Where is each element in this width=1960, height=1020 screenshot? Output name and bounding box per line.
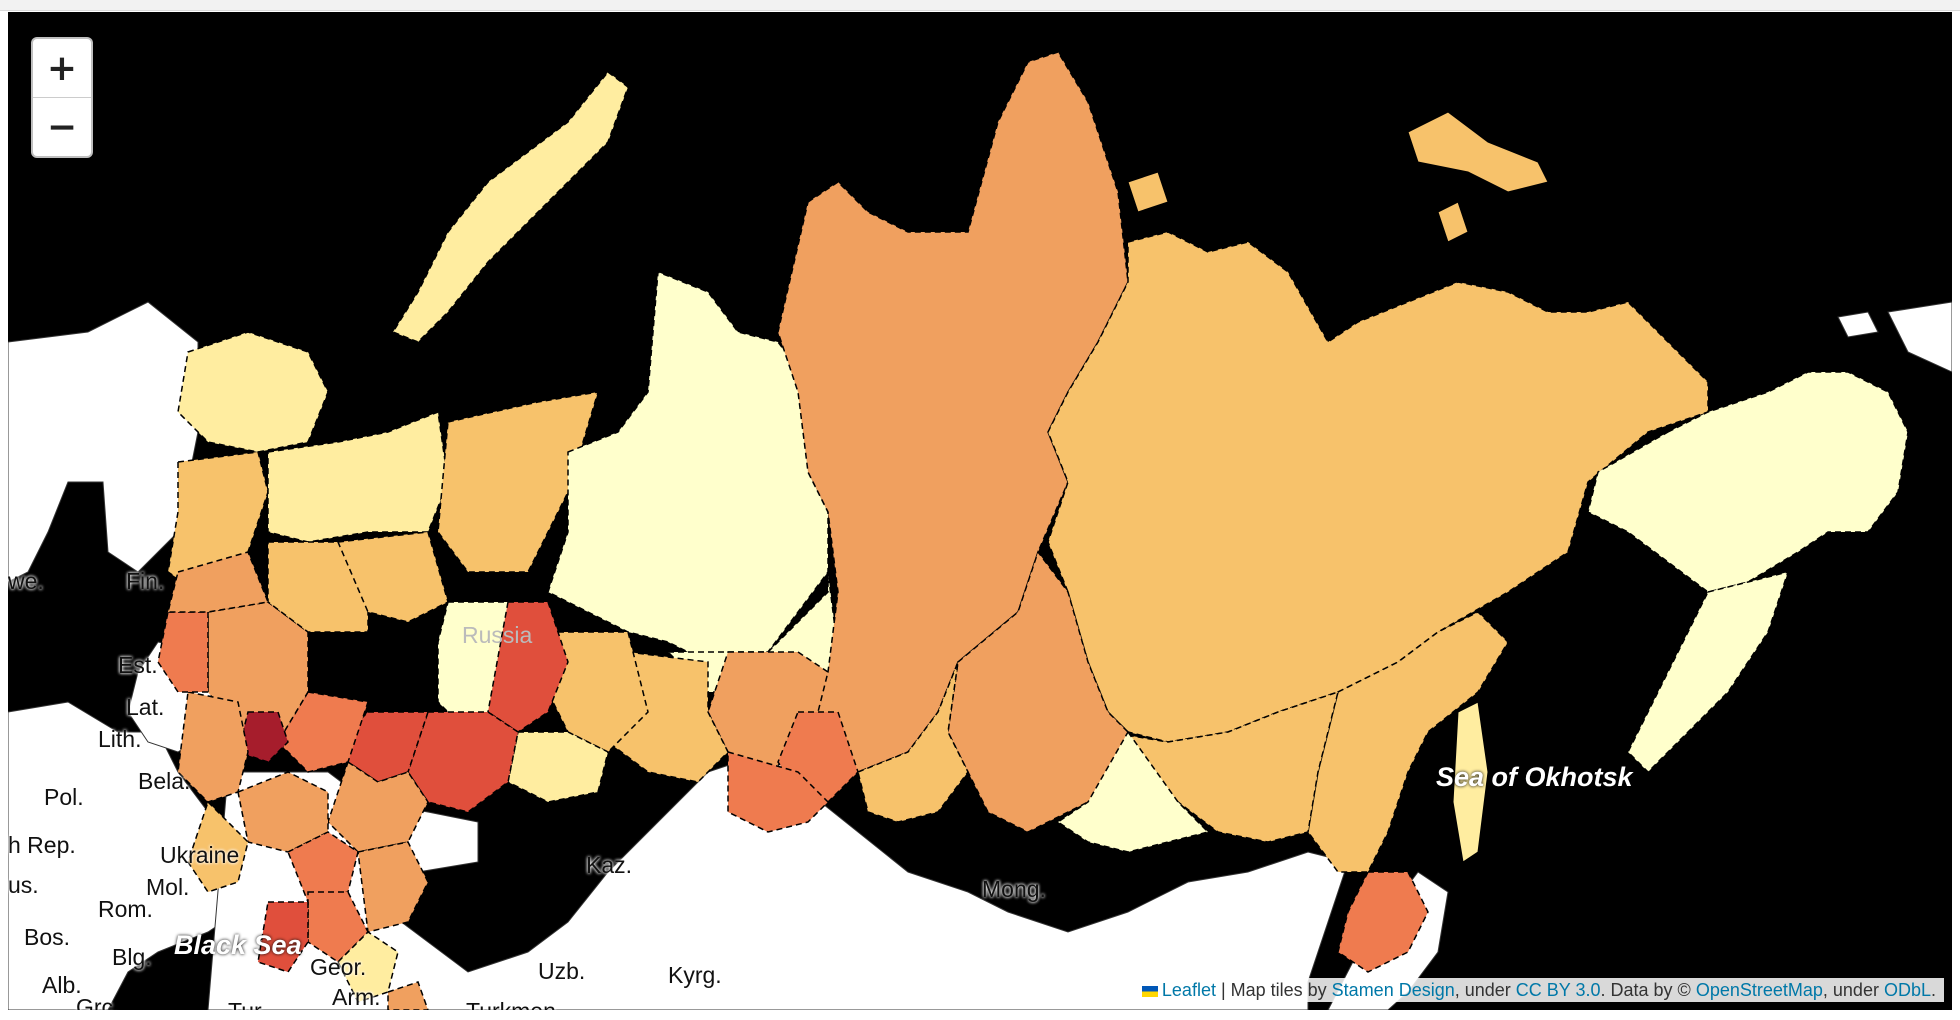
label-bosnia: Bos. xyxy=(24,924,71,950)
landmass-small-island xyxy=(1837,311,1879,338)
region-south-3 xyxy=(387,981,429,1010)
island-new-siberian xyxy=(1407,111,1549,193)
label-black-sea: Black Sea xyxy=(174,930,302,960)
attribution-separator: | Map tiles by xyxy=(1215,980,1332,1000)
region-krasnoyarsk xyxy=(777,51,1129,773)
label-kyrgyzstan: Kyrg. xyxy=(668,962,722,988)
region-novaya-zemlya xyxy=(391,70,629,343)
region-central-3 xyxy=(336,531,449,623)
region-south-2 xyxy=(337,931,399,1003)
map-container[interactable]: + − we. Fin. Russia Est. Lat. Lith. Pol.… xyxy=(8,12,1952,1010)
island-small-2 xyxy=(1127,171,1169,213)
label-estonia: Est. xyxy=(118,652,158,678)
region-khabarovsk xyxy=(1307,611,1509,873)
region-komi xyxy=(437,391,600,573)
arctic-islands-layer xyxy=(1127,111,1549,243)
region-zabaykalsky xyxy=(1056,730,1210,853)
label-poland: Pol. xyxy=(44,784,84,810)
label-ukraine: Ukraine xyxy=(160,842,240,868)
label-kazakhstan: Kaz. xyxy=(586,852,633,878)
island-small xyxy=(1437,201,1469,243)
label-lithuania: Lith. xyxy=(98,726,142,752)
label-belarus: Bela. xyxy=(138,768,191,794)
attribution-end: . xyxy=(1930,980,1936,1000)
zoom-in-button[interactable]: + xyxy=(46,47,78,89)
label-finland: Fin. xyxy=(126,568,165,594)
region-tyumen xyxy=(547,631,649,753)
map-attribution: Leaflet | Map tiles by Stamen Design, un… xyxy=(1133,978,1944,1002)
zoom-out-button[interactable]: − xyxy=(33,97,91,156)
region-moscow xyxy=(237,711,289,763)
label-bulgaria: Blg. xyxy=(112,944,152,970)
osm-link[interactable]: OpenStreetMap xyxy=(1695,980,1823,1000)
attribution-under-2: , under xyxy=(1822,980,1884,1000)
region-altai xyxy=(727,751,830,833)
page-top-bar xyxy=(0,0,1960,11)
label-turkey: Tur. xyxy=(228,998,267,1010)
label-greece: Grc. xyxy=(76,994,120,1010)
map-svg[interactable] xyxy=(8,12,1952,1010)
label-czech: h Rep. xyxy=(8,832,76,858)
region-volgograd xyxy=(357,841,429,933)
region-leningrad xyxy=(167,551,270,613)
region-sakha xyxy=(1047,231,1709,743)
label-armenia: Arm. xyxy=(332,984,381,1010)
label-romania: Rom. xyxy=(98,896,153,922)
region-krasnodar xyxy=(257,901,309,973)
region-chukotka xyxy=(1587,371,1909,593)
label-sea-of-okhotsk: Sea of Okhotsk xyxy=(1436,762,1633,792)
label-georgia: Geor. xyxy=(310,954,367,980)
region-primorsky xyxy=(1337,871,1429,973)
label-albania: Alb. xyxy=(42,972,82,998)
region-volga-2 xyxy=(327,760,429,853)
region-central-6 xyxy=(187,800,249,893)
label-turkmenistan: Turkmen. xyxy=(466,998,562,1010)
leaflet-link[interactable]: Leaflet xyxy=(1161,980,1216,1000)
label-austria: us. xyxy=(8,872,39,898)
landmass-alaska xyxy=(1887,301,1952,373)
landmass-scandinavia xyxy=(8,301,199,583)
region-karelia xyxy=(167,451,269,593)
label-russia: Russia xyxy=(462,622,533,648)
label-sweden: we. xyxy=(8,568,44,594)
region-kamchatka xyxy=(1627,570,1790,774)
region-murmansk xyxy=(177,331,329,453)
region-central-7 xyxy=(287,831,359,903)
attribution-data-by: . Data by © xyxy=(1600,980,1696,1000)
region-volga-1 xyxy=(277,691,369,773)
label-mongolia: Mong. xyxy=(982,876,1046,902)
russia-regions-layer xyxy=(157,51,1909,1010)
stamen-link[interactable]: Stamen Design xyxy=(1331,980,1455,1000)
region-arkhangelsk xyxy=(267,410,449,543)
ukraine-flag-icon xyxy=(1141,986,1158,997)
odbl-link[interactable]: ODbL xyxy=(1883,980,1931,1000)
zoom-control: + − xyxy=(31,37,93,158)
region-sakhalin xyxy=(1452,701,1489,863)
region-bashkortostan xyxy=(407,711,519,813)
label-latvia: Lat. xyxy=(126,694,165,720)
label-moldova: Mol. xyxy=(146,874,190,900)
attribution-under-1: , under xyxy=(1454,980,1516,1000)
region-tyva xyxy=(857,661,969,823)
cc-by-link[interactable]: CC BY 3.0 xyxy=(1515,980,1601,1000)
label-uzbekistan: Uzb. xyxy=(538,958,586,984)
